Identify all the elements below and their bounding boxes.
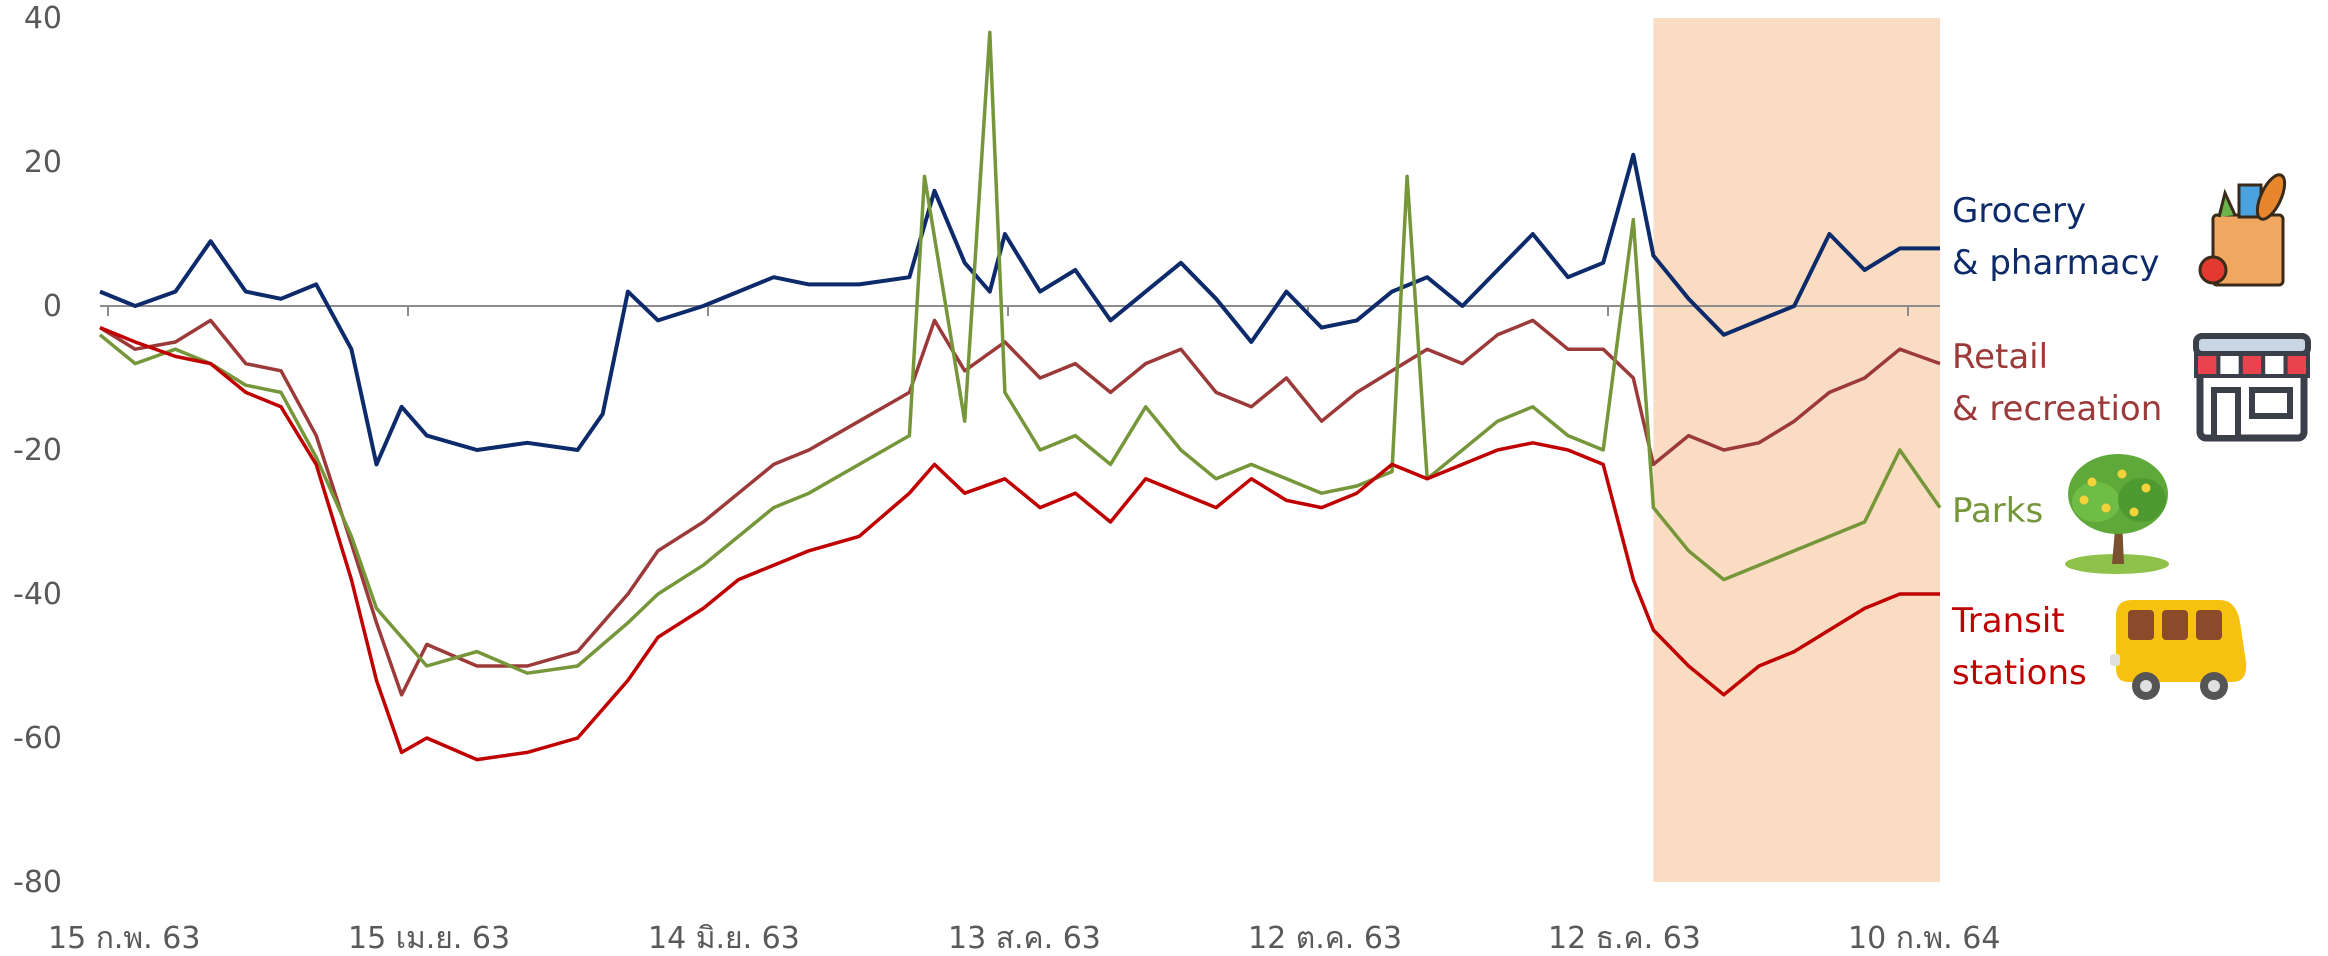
- legend-icons: [2065, 173, 2311, 700]
- legend-label: Grocery: [1952, 191, 2086, 231]
- x-tick-label: 10 ก.พ. 64: [1848, 921, 2000, 956]
- x-axis: 15 ก.พ. 63 15 เม.ย. 63 14 มิ.ย. 63 13 ส.ค. …: [48, 306, 2000, 956]
- series-line-1: [99, 318, 1941, 697]
- y-axis: 40 20 0 -20 -40 -60 -80: [13, 1, 62, 900]
- y-tick-label: 0: [43, 289, 62, 324]
- legend-label: & recreation: [1952, 389, 2162, 429]
- x-tick-label: 14 มิ.ย. 63: [648, 921, 800, 956]
- legend-item-3: Transit stations: [1951, 601, 2087, 693]
- x-tick-label: 12 ธ.ค. 63: [1548, 921, 1701, 956]
- y-tick-label: 40: [24, 1, 62, 36]
- legend-label: & pharmacy: [1952, 243, 2159, 283]
- legend-label: Parks: [1952, 491, 2043, 531]
- y-tick-label: -40: [13, 577, 62, 612]
- y-tick-label: -80: [13, 865, 62, 900]
- series-line-0: [99, 152, 1940, 467]
- highlight-band: [1653, 18, 1940, 882]
- x-tick-label: 12 ต.ค. 63: [1248, 921, 1402, 956]
- legend-label: Retail: [1952, 337, 2048, 377]
- y-tick-label: -60: [13, 721, 62, 756]
- store-icon: [2193, 333, 2311, 442]
- bus-icon: [2110, 600, 2247, 700]
- series-lines: [98, 30, 1942, 762]
- series-line-3: [99, 325, 1940, 762]
- grocery-bag-icon: [2198, 173, 2287, 287]
- legend-item-0: Grocery & pharmacy: [1952, 191, 2159, 283]
- legend: Grocery & pharmacy Retail & recreation Parks…: [1951, 173, 2311, 700]
- legend-label: Transit: [1951, 601, 2065, 641]
- legend-label: stations: [1952, 653, 2087, 693]
- tree-icon: [2065, 454, 2169, 574]
- legend-item-2: Parks: [1952, 491, 2043, 531]
- y-tick-label: 20: [24, 145, 62, 180]
- y-tick-label: -20: [13, 433, 62, 468]
- legend-item-1: Retail & recreation: [1952, 337, 2162, 429]
- x-tick-label: 15 ก.พ. 63: [48, 921, 200, 956]
- x-tick-label: 13 ส.ค. 63: [948, 921, 1101, 956]
- series-line-2: [98, 30, 1942, 675]
- x-tick-label: 15 เม.ย. 63: [348, 921, 510, 956]
